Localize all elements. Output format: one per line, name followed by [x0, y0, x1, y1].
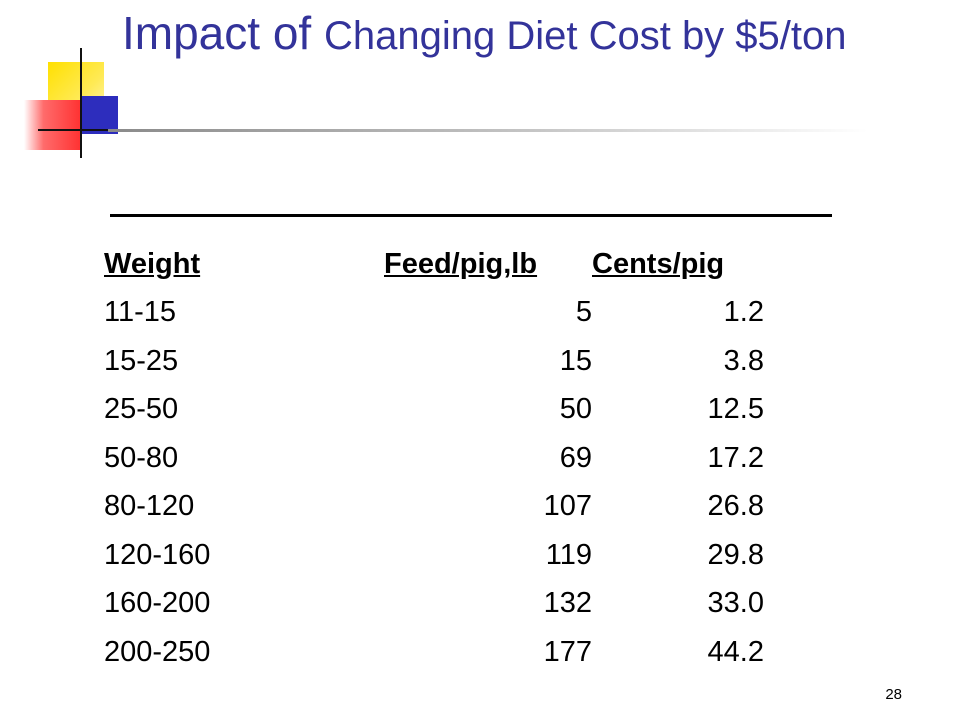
title-underline [108, 129, 868, 132]
table-header-row: Weight Feed/pig,lb Cents/pig [104, 240, 764, 289]
cell-feed: 50 [559, 393, 592, 426]
cell-cents: 1.2 [723, 296, 764, 329]
slide-title-part1: Impact of [122, 7, 324, 59]
cell-weight: 25-50 [104, 393, 179, 426]
cell-feed: 107 [543, 490, 592, 523]
logo-horizontal-line [38, 129, 118, 131]
cell-feed: 5 [575, 296, 592, 329]
table-row: 200-250 177 44.2 [104, 628, 764, 677]
table-row: 25-50 50 12.5 [104, 386, 764, 435]
cell-weight: 160-200 [104, 587, 211, 620]
slide-title: Impact of Changing Diet Cost by $5/ton [122, 6, 922, 61]
cell-weight: 11-15 [104, 296, 177, 329]
table-row: 80-120 107 26.8 [104, 483, 764, 532]
cell-cents: 44.2 [707, 635, 764, 668]
header-weight: Weight [104, 247, 201, 280]
cell-cents: 26.8 [707, 490, 764, 523]
diet-cost-table: Weight Feed/pig,lb Cents/pig 11-15 5 1.2… [104, 240, 764, 677]
cell-cents: 12.5 [707, 393, 764, 426]
table-top-rule [110, 214, 832, 217]
cell-cents: 3.8 [723, 344, 764, 377]
table-row: 50-80 69 17.2 [104, 434, 764, 483]
table-row: 160-200 132 33.0 [104, 580, 764, 629]
table-row: 11-15 5 1.2 [104, 289, 764, 338]
cell-cents: 29.8 [707, 538, 764, 571]
logo-blue-square [80, 96, 118, 134]
cell-weight: 50-80 [104, 441, 179, 474]
header-feed-per-pig: Feed/pig,lb [384, 247, 538, 280]
table-row: 120-160 119 29.8 [104, 531, 764, 580]
header-cents-per-pig: Cents/pig [592, 247, 725, 280]
slide-title-part2: Changing Diet Cost by $5/ton [323, 14, 847, 58]
cell-feed: 177 [543, 635, 592, 668]
cell-feed: 132 [543, 587, 592, 620]
cell-weight: 15-25 [104, 344, 179, 377]
cell-cents: 33.0 [707, 587, 764, 620]
slide-logo-graphic [0, 0, 140, 170]
cell-cents: 17.2 [707, 441, 764, 474]
cell-feed: 15 [559, 344, 592, 377]
cell-weight: 80-120 [104, 490, 195, 523]
cell-weight: 120-160 [104, 538, 211, 571]
cell-feed: 69 [559, 441, 592, 474]
cell-weight: 200-250 [104, 635, 211, 668]
logo-red-square [24, 100, 80, 150]
cell-feed: 119 [545, 538, 592, 571]
logo-vertical-line [80, 48, 82, 158]
table-row: 15-25 15 3.8 [104, 337, 764, 386]
page-number: 28 [885, 686, 902, 703]
